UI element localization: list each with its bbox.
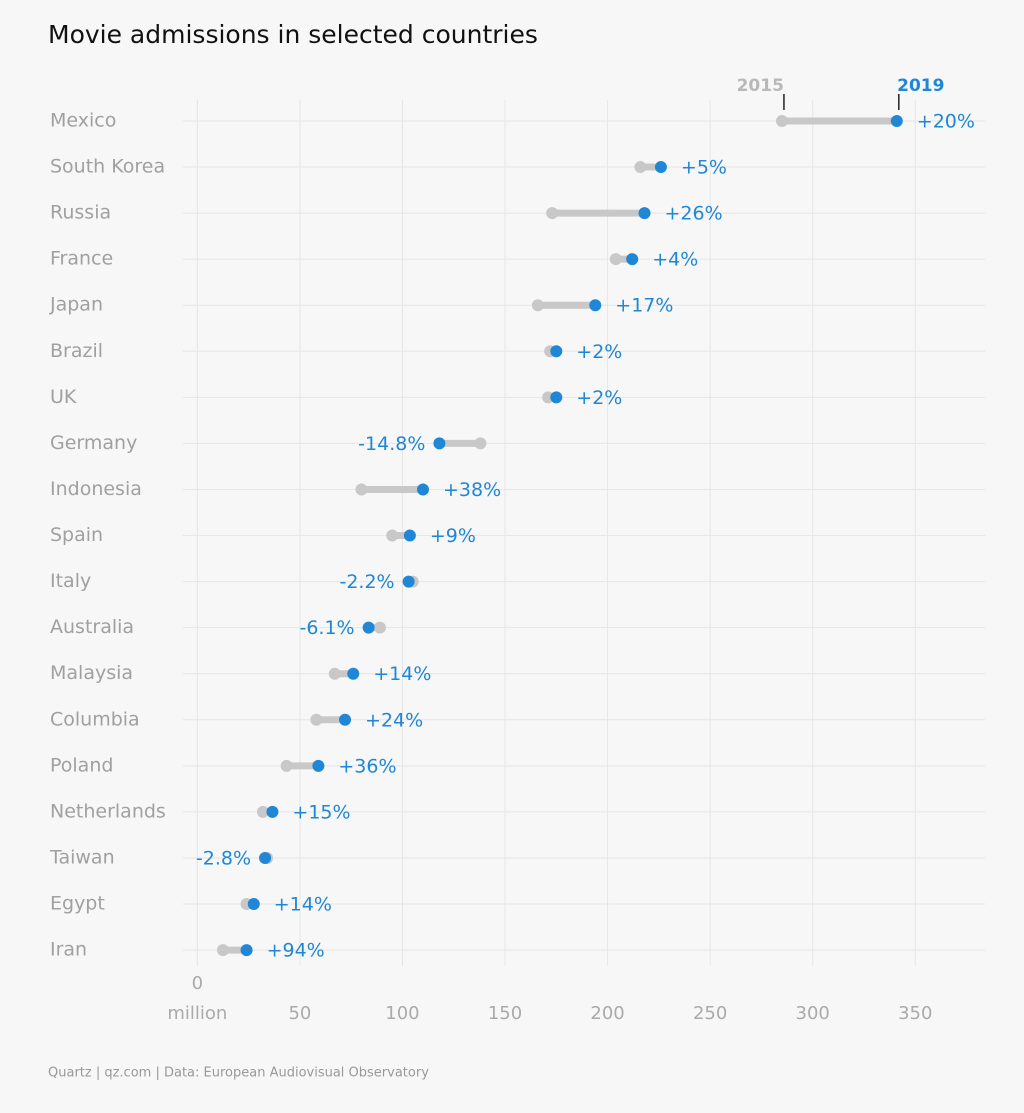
change-label: +14%	[373, 663, 431, 685]
change-label: -14.8%	[358, 433, 425, 455]
dot-2019	[433, 437, 446, 450]
dot-2015	[386, 529, 399, 542]
x-tick-label: 300	[796, 1003, 830, 1024]
dot-2019	[402, 575, 415, 588]
source: Quartz | qz.com | Data: European Audiovi…	[48, 1066, 429, 1081]
y-tick-label: Taiwan	[49, 846, 115, 868]
change-label: +5%	[681, 157, 727, 179]
dot-2019	[240, 944, 253, 957]
y-tick-label: Italy	[50, 570, 91, 592]
x-tick-label: 200	[590, 1003, 624, 1024]
y-tick-label: Australia	[50, 616, 134, 638]
dot-2019	[339, 713, 352, 726]
x-tick-label: 250	[693, 1003, 727, 1024]
y-tick-label: Russia	[50, 202, 111, 224]
change-label: +24%	[365, 709, 423, 731]
dot-2015	[634, 161, 647, 174]
y-tick-label: South Korea	[50, 156, 165, 178]
dot-2019	[550, 345, 563, 358]
x-tick-label: 50	[288, 1003, 311, 1024]
dot-2015	[531, 299, 544, 312]
legend-label: 2015	[737, 76, 784, 96]
dot-2019	[626, 253, 639, 266]
change-label: +14%	[274, 894, 332, 916]
dot-2015	[775, 115, 788, 127]
dot-2015	[310, 713, 323, 726]
change-label: +9%	[430, 525, 476, 547]
dot-2019	[362, 621, 375, 634]
dot-2015	[373, 621, 386, 634]
dot-2019	[247, 898, 260, 911]
dot-2019	[550, 391, 563, 404]
x-tick-label: 150	[488, 1003, 522, 1024]
y-tick-label: Egypt	[50, 893, 105, 915]
dot-2019	[259, 851, 272, 864]
change-label: +17%	[615, 295, 673, 317]
y-tick-label: Iran	[50, 939, 87, 961]
x-tick-label: 100	[385, 1003, 419, 1024]
change-label: +36%	[338, 755, 396, 777]
dot-2019	[638, 207, 651, 220]
dot-2019	[416, 483, 429, 496]
y-tick-label: Netherlands	[50, 800, 166, 822]
y-tick-label: Malaysia	[50, 662, 133, 684]
dot-2015	[474, 437, 487, 450]
chart-title: Movie admissions in selected countries	[48, 20, 538, 49]
x-tick-label: 350	[898, 1003, 932, 1024]
x-axis-label: million	[167, 1003, 227, 1024]
y-tick-label: France	[50, 248, 113, 270]
dot-2015	[328, 667, 341, 680]
dot-2019	[312, 759, 325, 772]
change-label: +38%	[443, 479, 501, 501]
change-label: +26%	[665, 203, 723, 225]
dot-2019	[654, 161, 667, 174]
dot-2015	[216, 944, 229, 957]
change-label: +2%	[576, 387, 622, 409]
dot-2015	[256, 805, 269, 818]
dot-2015	[355, 483, 368, 496]
dot-2019	[589, 299, 602, 312]
y-tick-label: UK	[50, 386, 77, 408]
change-label: -6.1%	[299, 617, 354, 639]
dot-2015	[609, 253, 622, 266]
legend-label: 2019	[897, 76, 944, 96]
dot-2019	[347, 667, 360, 680]
change-label: +20%	[917, 111, 975, 133]
change-label: +94%	[267, 940, 325, 962]
change-label: -2.2%	[339, 571, 394, 593]
y-tick-label: Germany	[50, 432, 137, 454]
y-tick-label: Spain	[50, 524, 103, 546]
dot-2019	[266, 805, 279, 818]
y-tick-label: Poland	[50, 754, 113, 776]
y-tick-label: Columbia	[50, 708, 140, 730]
x-tick-label: 0	[192, 973, 203, 994]
dot-2019	[890, 115, 903, 127]
dot-2015	[546, 207, 559, 220]
change-label: -2.8%	[196, 847, 251, 869]
dot-2019	[403, 529, 416, 542]
y-tick-label: Mexico	[50, 110, 116, 132]
dot-2015	[280, 759, 293, 772]
change-label: +15%	[292, 801, 350, 823]
y-tick-label: Indonesia	[50, 478, 142, 500]
y-tick-label: Brazil	[50, 340, 103, 362]
y-tick-label: Japan	[49, 294, 103, 316]
change-label: +2%	[576, 341, 622, 363]
change-label: +4%	[652, 249, 698, 271]
dot-2015	[542, 391, 555, 404]
